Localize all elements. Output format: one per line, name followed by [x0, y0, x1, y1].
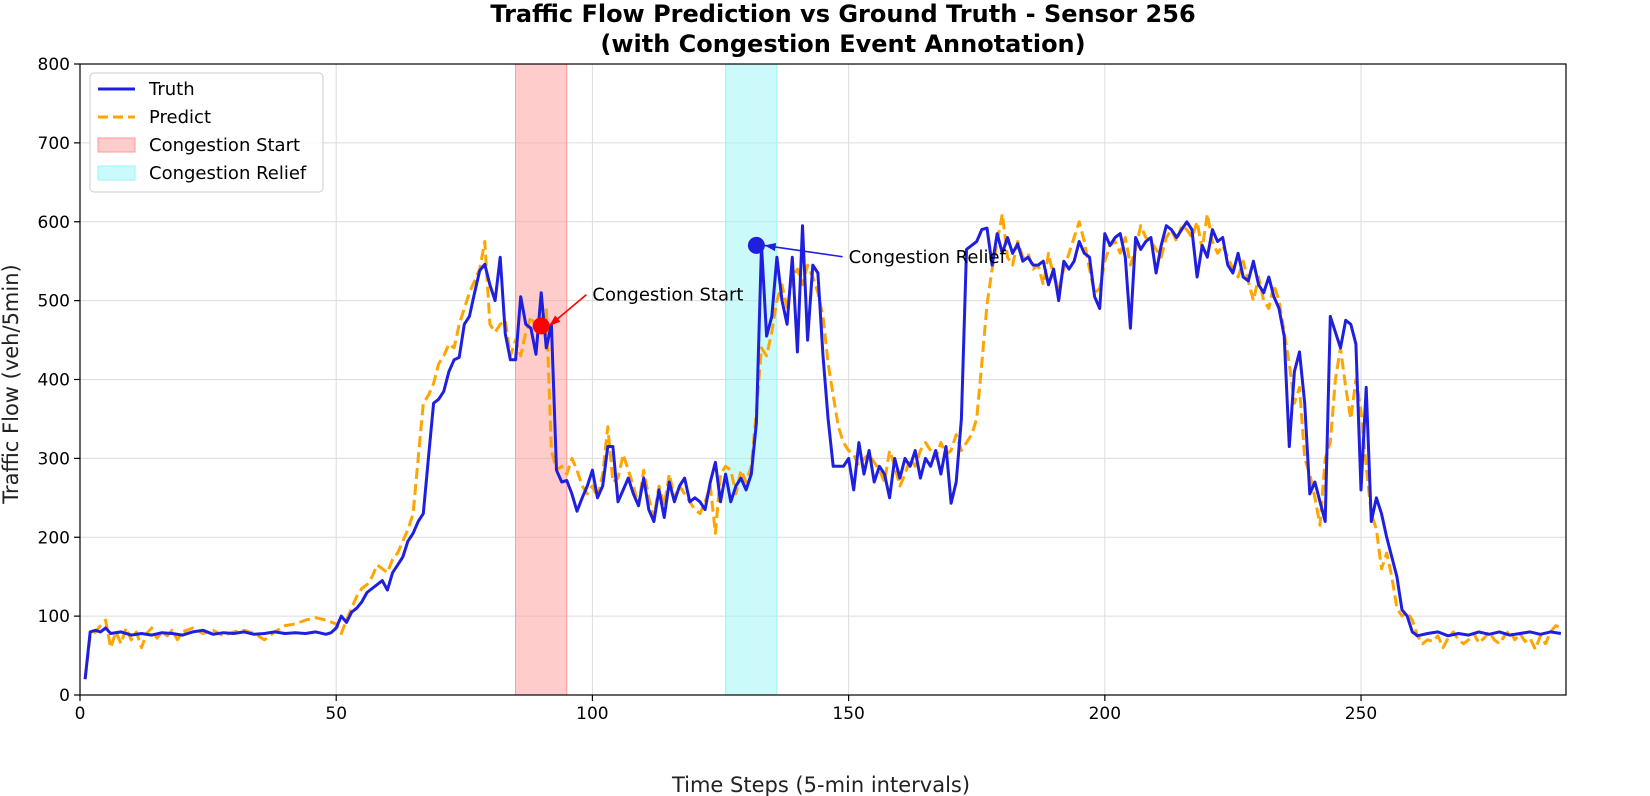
- x-tick-label: 50: [325, 704, 347, 724]
- legend-label-congestion-relief: Congestion Relief: [149, 163, 307, 184]
- y-tick-label: 800: [38, 55, 70, 75]
- chart-title-line-1: Traffic Flow Prediction vs Ground Truth …: [490, 0, 1195, 28]
- annotation-arrow-congestion-relief: [764, 244, 843, 258]
- x-axis-label: Time Steps (5-min intervals): [671, 773, 970, 796]
- series-line-truth: [83, 220, 1562, 680]
- y-tick-label: 500: [38, 292, 70, 312]
- shaded-region-congestion-relief: [725, 63, 778, 696]
- chart-title-line-2: (with Congestion Event Annotation): [600, 30, 1085, 58]
- y-tick-label: 100: [38, 607, 70, 627]
- annotation-arrowhead-congestion-start: [549, 315, 561, 326]
- legend-label-congestion-start: Congestion Start: [149, 135, 300, 156]
- x-tick-label: 100: [576, 704, 608, 724]
- shaded-regions: [515, 63, 778, 696]
- annotation-arrowhead-congestion-relief: [764, 242, 777, 252]
- annotation-marker-congestion-relief: [747, 236, 765, 254]
- legend: Truth Predict Congestion Start Congestion R…: [89, 72, 324, 193]
- y-tick-label: 700: [38, 134, 70, 154]
- x-tick-label: 200: [1089, 704, 1121, 724]
- axis-ticks: 0 50 100 150 200 250 0 100 200 300 400 500 600 700 800: [38, 55, 1378, 724]
- grid: [79, 63, 1566, 696]
- annotation-label-congestion-relief: Congestion Relief: [849, 247, 1007, 268]
- y-tick-label: 200: [38, 528, 70, 548]
- y-tick-label: 400: [38, 371, 70, 391]
- x-tick-label: 0: [75, 704, 86, 724]
- y-axis-label: Traffic Flow (veh/5min): [0, 264, 23, 504]
- annotation-label-congestion-start: Congestion Start: [592, 285, 743, 306]
- legend-label-predict: Predict: [149, 107, 211, 128]
- legend-label-truth: Truth: [148, 79, 195, 100]
- y-tick-label: 600: [38, 213, 70, 233]
- annotations: Congestion Start Congestion Relief: [532, 236, 1007, 335]
- legend-swatch-congestion-start: [97, 137, 136, 153]
- x-tick-label: 250: [1345, 704, 1377, 724]
- y-tick-label: 300: [38, 449, 70, 469]
- x-tick-label: 150: [832, 704, 864, 724]
- series-lines: [83, 212, 1562, 680]
- shaded-region-congestion-start: [515, 63, 568, 696]
- legend-box: [89, 72, 324, 193]
- annotation-marker-congestion-start: [532, 317, 550, 335]
- legend-swatch-congestion-relief: [97, 165, 136, 181]
- series-line-predict: [83, 212, 1562, 680]
- y-tick-label: 0: [59, 686, 70, 706]
